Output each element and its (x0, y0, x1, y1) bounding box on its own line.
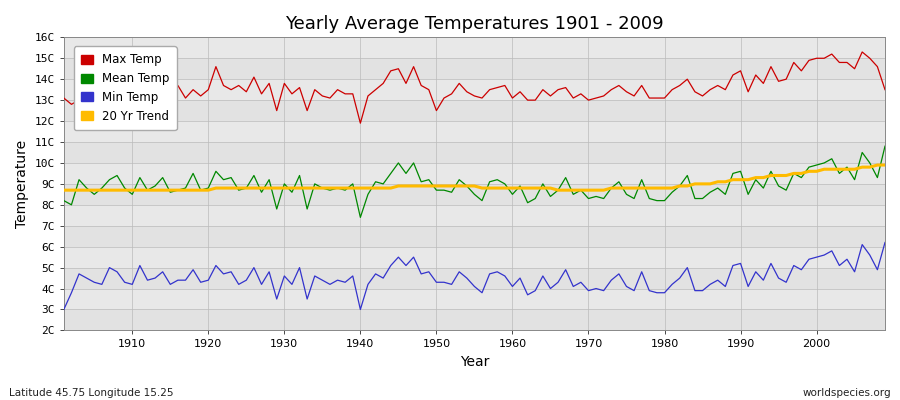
Bar (64, 205, 885, 226)
Bar (64, 310, 885, 330)
Bar (64, 142, 885, 163)
Bar (64, 100, 885, 121)
Bar (64, 268, 885, 288)
Y-axis label: Temperature: Temperature (15, 140, 29, 228)
Bar (64, 163, 885, 184)
Bar (64, 226, 885, 247)
Bar (64, 37, 885, 58)
Bar (64, 58, 885, 79)
Text: worldspecies.org: worldspecies.org (803, 388, 891, 398)
Text: Latitude 45.75 Longitude 15.25: Latitude 45.75 Longitude 15.25 (9, 388, 174, 398)
Bar (64, 121, 885, 142)
Bar (64, 247, 885, 268)
Bar (64, 288, 885, 310)
Title: Yearly Average Temperatures 1901 - 2009: Yearly Average Temperatures 1901 - 2009 (285, 15, 663, 33)
Bar (64, 79, 885, 100)
X-axis label: Year: Year (460, 355, 489, 369)
Bar (64, 184, 885, 205)
Legend: Max Temp, Mean Temp, Min Temp, 20 Yr Trend: Max Temp, Mean Temp, Min Temp, 20 Yr Tre… (74, 46, 176, 130)
